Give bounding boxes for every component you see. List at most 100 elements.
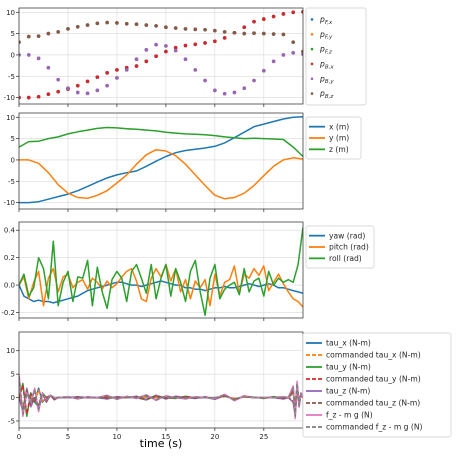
plot-frame	[18, 7, 304, 105]
legend-label: tau_y (N-m)	[326, 363, 371, 372]
legend-label: commanded tau_z (N-m)	[326, 399, 420, 408]
data-point	[271, 14, 276, 19]
data-point	[95, 88, 100, 93]
legend: pF,x pF,y pF,z pB,x pB,y pB,z	[305, 7, 367, 106]
data-point	[56, 77, 60, 82]
data-point	[203, 78, 207, 83]
data-point	[291, 40, 296, 44]
y-tick-label: 0	[11, 394, 15, 402]
series-line	[19, 385, 303, 415]
data-point	[281, 32, 286, 37]
data-point	[222, 91, 227, 96]
data-point	[36, 94, 41, 99]
y-tick-label: 10	[6, 347, 15, 355]
data-point	[183, 43, 188, 48]
x-tick-label: 0	[17, 433, 21, 441]
data-point	[19, 95, 21, 100]
data-point	[222, 30, 227, 34]
data-point	[144, 59, 149, 64]
legend-label: f_z - m g (N)	[326, 411, 373, 420]
data-point	[252, 19, 256, 24]
series-line	[19, 387, 303, 418]
data-point	[154, 42, 158, 47]
data-point	[124, 68, 129, 72]
data-point	[46, 31, 51, 36]
y-tick-label: 0.4	[4, 227, 16, 235]
data-point	[95, 21, 100, 26]
series-line	[19, 376, 303, 418]
legend-marker	[310, 47, 314, 51]
data-point	[56, 30, 60, 34]
data-point	[154, 24, 158, 28]
y-tick-label: 5	[11, 135, 15, 143]
legend-label: roll (rad)	[329, 254, 362, 263]
y-tick-label: -10	[4, 199, 15, 207]
data-point	[19, 40, 21, 44]
legend-label: commanded tau_y (N-m)	[326, 375, 421, 384]
data-point	[134, 64, 139, 68]
y-tick-label: 5	[11, 371, 15, 379]
legend-label: yaw (rad)	[329, 231, 365, 240]
legend-label: tau_x (N-m)	[326, 339, 371, 348]
data-point	[36, 56, 41, 61]
data-point	[242, 86, 247, 91]
legend-label: tau_z (N-m)	[326, 387, 370, 396]
data-point	[134, 57, 139, 61]
legend-label: y (m)	[329, 134, 349, 143]
legend-marker	[310, 18, 314, 21]
data-point	[46, 92, 51, 96]
data-point	[66, 86, 70, 91]
plot-frame	[18, 112, 304, 210]
data-point	[124, 21, 129, 26]
data-point	[173, 48, 178, 53]
data-point	[291, 10, 296, 15]
data-point	[222, 36, 227, 40]
x-tick-label: 15	[161, 433, 170, 441]
legend-label: pB,z	[319, 89, 333, 100]
data-point	[134, 22, 139, 27]
data-point	[291, 51, 296, 55]
data-point	[262, 31, 266, 36]
y-tick-label: 5	[11, 30, 15, 38]
data-point	[26, 95, 31, 100]
data-point	[75, 24, 80, 29]
legend-label: z (m)	[329, 145, 349, 154]
data-point	[75, 90, 80, 95]
y-tick-label: 0	[11, 156, 15, 164]
data-point	[144, 48, 149, 52]
y-tick-label: -5	[8, 417, 15, 425]
data-point	[281, 53, 286, 57]
data-point	[213, 88, 217, 93]
legend-label: pF,z	[319, 45, 332, 56]
series-line	[19, 227, 303, 317]
data-point	[232, 90, 237, 95]
data-point	[183, 57, 188, 61]
legend-label: pF,y	[319, 30, 333, 41]
data-point	[85, 23, 90, 27]
y-tick-label: 0.2	[4, 254, 15, 262]
x-axis-label: time (s)	[140, 437, 183, 450]
data-point	[144, 23, 149, 27]
y-tick-label: -5	[8, 178, 15, 186]
data-point	[115, 21, 119, 25]
data-point	[46, 65, 51, 70]
panel-orientation: -0.2 0.0 0.2 0.4 yaw (rad) pitch (rad) roll (r…	[1, 221, 375, 321]
data-point	[154, 54, 158, 59]
data-point	[262, 68, 266, 73]
series-line	[19, 389, 303, 415]
legend-label: commanded tau_x (N-m)	[326, 351, 421, 360]
y-tick-label: 0.0	[4, 282, 15, 290]
data-point	[193, 27, 198, 32]
data-point	[301, 49, 303, 54]
legend-frame	[305, 7, 367, 106]
data-point	[105, 83, 109, 88]
data-point	[105, 20, 109, 25]
legend-label: pB,y	[319, 74, 334, 85]
data-point	[203, 27, 207, 32]
data-point	[56, 89, 60, 94]
series-line	[19, 116, 303, 204]
y-tick-label: -10	[4, 94, 15, 102]
x-tick-label: 25	[259, 433, 268, 441]
data-point	[115, 76, 119, 80]
